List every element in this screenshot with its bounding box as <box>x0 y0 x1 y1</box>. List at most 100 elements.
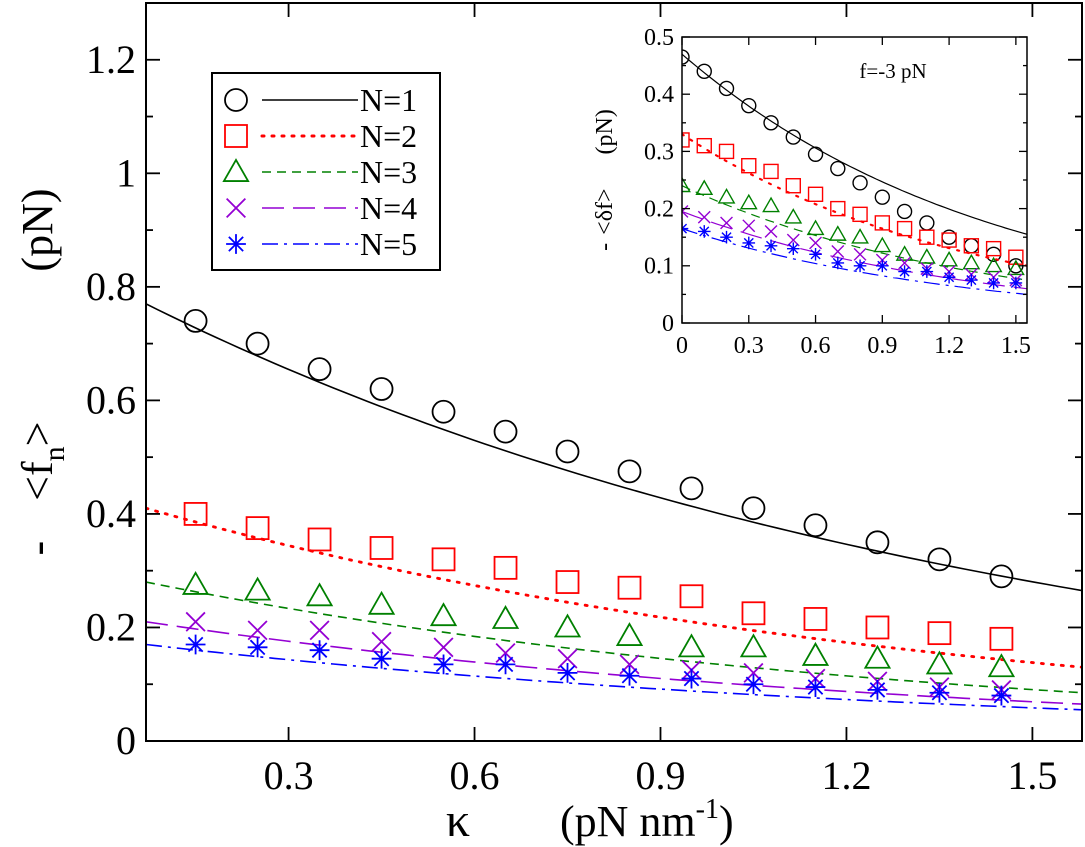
legend-label-1: N=1 <box>360 82 417 118</box>
main-point-s3-12 <box>863 644 892 669</box>
legend-marker-3 <box>222 158 250 182</box>
inset-y-tick-label: 0.4 <box>644 82 674 108</box>
inset-point-s2-6 <box>785 178 801 194</box>
inset-point-s3-10 <box>873 236 892 253</box>
main-point-s5-6 <box>495 654 516 675</box>
inset-y-tick-label: 0.5 <box>644 25 674 51</box>
main-point-s4-5 <box>433 637 454 658</box>
inset-point-s1-6 <box>785 129 801 145</box>
inset-point-s5-16 <box>1009 276 1023 290</box>
inset-point-s2-4 <box>741 157 757 174</box>
inset-point-s5-4 <box>742 236 756 250</box>
main-point-s5-7 <box>557 662 578 683</box>
inset-point-s5-3 <box>720 230 733 244</box>
main-point-s5-4 <box>371 648 392 669</box>
inset-point-s5-10 <box>876 259 889 273</box>
inset-x-tick-label: 0.6 <box>801 333 831 359</box>
main-plot: 0.3 0.6 0.9 1.2 1.5 0 0.2 0.4 0.6 0.8 1 1.2 -<fn>(p… <box>13 2 1083 847</box>
main-point-s3-7 <box>553 613 582 638</box>
main-data-layer <box>146 303 1082 711</box>
main-curve-2 <box>146 506 1082 669</box>
main-y-tick-label: 0.2 <box>86 605 136 650</box>
main-point-s5-13 <box>929 682 950 703</box>
main-point-s3-5 <box>429 602 458 627</box>
main-curve-5 <box>146 643 1082 711</box>
main-curve-4 <box>146 621 1082 705</box>
inset-point-s5-12 <box>920 265 934 278</box>
main-point-s2-8 <box>617 575 642 600</box>
inset-point-s2-10 <box>874 215 891 231</box>
inset-x-tick-label: 1.2 <box>934 333 964 359</box>
inset-x-tick-label: 0.9 <box>867 333 897 359</box>
legend-entry-3: N=3 <box>222 154 417 190</box>
main-point-s1-2 <box>245 331 270 356</box>
inset-point-s4-8 <box>831 245 845 258</box>
inset-point-s1-9 <box>852 175 868 191</box>
inset-point-s4-2 <box>697 210 711 224</box>
main-point-s3-11 <box>801 641 830 666</box>
main-point-s4-3 <box>309 620 330 641</box>
inset-point-s1-10 <box>874 189 891 205</box>
legend-marker-4 <box>226 198 246 218</box>
main-point-s1-5 <box>431 399 456 424</box>
inset-point-s5-13 <box>942 270 956 284</box>
inset-point-s3-7 <box>806 219 825 236</box>
inset-point-s2-7 <box>807 186 824 203</box>
main-point-s2-6 <box>493 555 518 580</box>
main-y-tick-label: 1 <box>116 151 136 196</box>
main-point-s1-9 <box>679 476 704 501</box>
inset-point-s3-13 <box>940 250 959 267</box>
inset-point-s2-9 <box>852 206 868 223</box>
inset-point-s2-1 <box>682 132 690 148</box>
main-x-axis-label: κ (pN nm-1) <box>446 794 734 847</box>
inset-y-axis-label: -<δf>(pN) <box>592 109 618 251</box>
inset-curve-1 <box>682 53 1027 235</box>
main-point-s2-14 <box>989 626 1014 651</box>
main-point-s5-12 <box>867 680 888 700</box>
inset-point-s2-8 <box>830 200 846 217</box>
main-point-s5-2 <box>247 637 268 658</box>
inset-point-s2-13 <box>941 232 957 248</box>
main-point-s3-3 <box>305 582 334 607</box>
main-point-s2-7 <box>555 570 580 594</box>
main-point-s3-8 <box>615 622 644 646</box>
inset-point-s1-7 <box>807 146 824 162</box>
main-point-s2-3 <box>307 527 332 552</box>
main-point-s3-2 <box>243 576 272 601</box>
main-y-tick-label: 0.8 <box>86 264 136 309</box>
inset-point-s3-5 <box>762 196 780 213</box>
inset-point-s3-1 <box>682 176 691 193</box>
inset-point-s5-9 <box>853 259 867 273</box>
inset-point-s3-4 <box>739 193 758 210</box>
inset-point-s1-11 <box>896 203 913 220</box>
main-y-tick-label: 1.2 <box>86 37 136 82</box>
main-point-s1-12 <box>865 530 890 555</box>
main-point-s1-14 <box>989 564 1014 589</box>
main-point-s2-1 <box>183 502 208 526</box>
inset-point-s4-9 <box>853 247 867 261</box>
main-point-s1-13 <box>927 547 952 572</box>
inset-point-s3-2 <box>695 179 714 196</box>
main-point-s4-1 <box>185 611 206 632</box>
main-point-s5-10 <box>743 674 764 695</box>
inset-point-s3-8 <box>828 225 847 241</box>
inset-point-s2-2 <box>696 137 712 154</box>
inset-point-s2-15 <box>985 240 1002 257</box>
main-y-axis-label: -<fn>(pN) <box>13 188 71 555</box>
inset-point-s3-14 <box>962 253 981 270</box>
main-point-s1-3 <box>307 357 332 382</box>
inset-point-s1-1 <box>682 49 690 65</box>
inset-point-s1-5 <box>763 115 779 131</box>
inset-point-s5-11 <box>898 265 911 278</box>
inset-annotation: f=-3 pN <box>859 59 926 83</box>
inset-point-s2-5 <box>763 163 779 180</box>
svg-text:-<δf>(pN): -<δf>(pN) <box>592 109 618 251</box>
inset-point-s1-8 <box>830 160 846 177</box>
inset-point-s5-2 <box>697 225 711 238</box>
inset-x-tick-label: 0 <box>676 333 688 359</box>
main-point-s5-5 <box>433 654 454 675</box>
main-point-s3-13 <box>925 650 954 675</box>
inset-point-s3-12 <box>917 248 936 264</box>
inset-curve-3 <box>682 185 1027 281</box>
